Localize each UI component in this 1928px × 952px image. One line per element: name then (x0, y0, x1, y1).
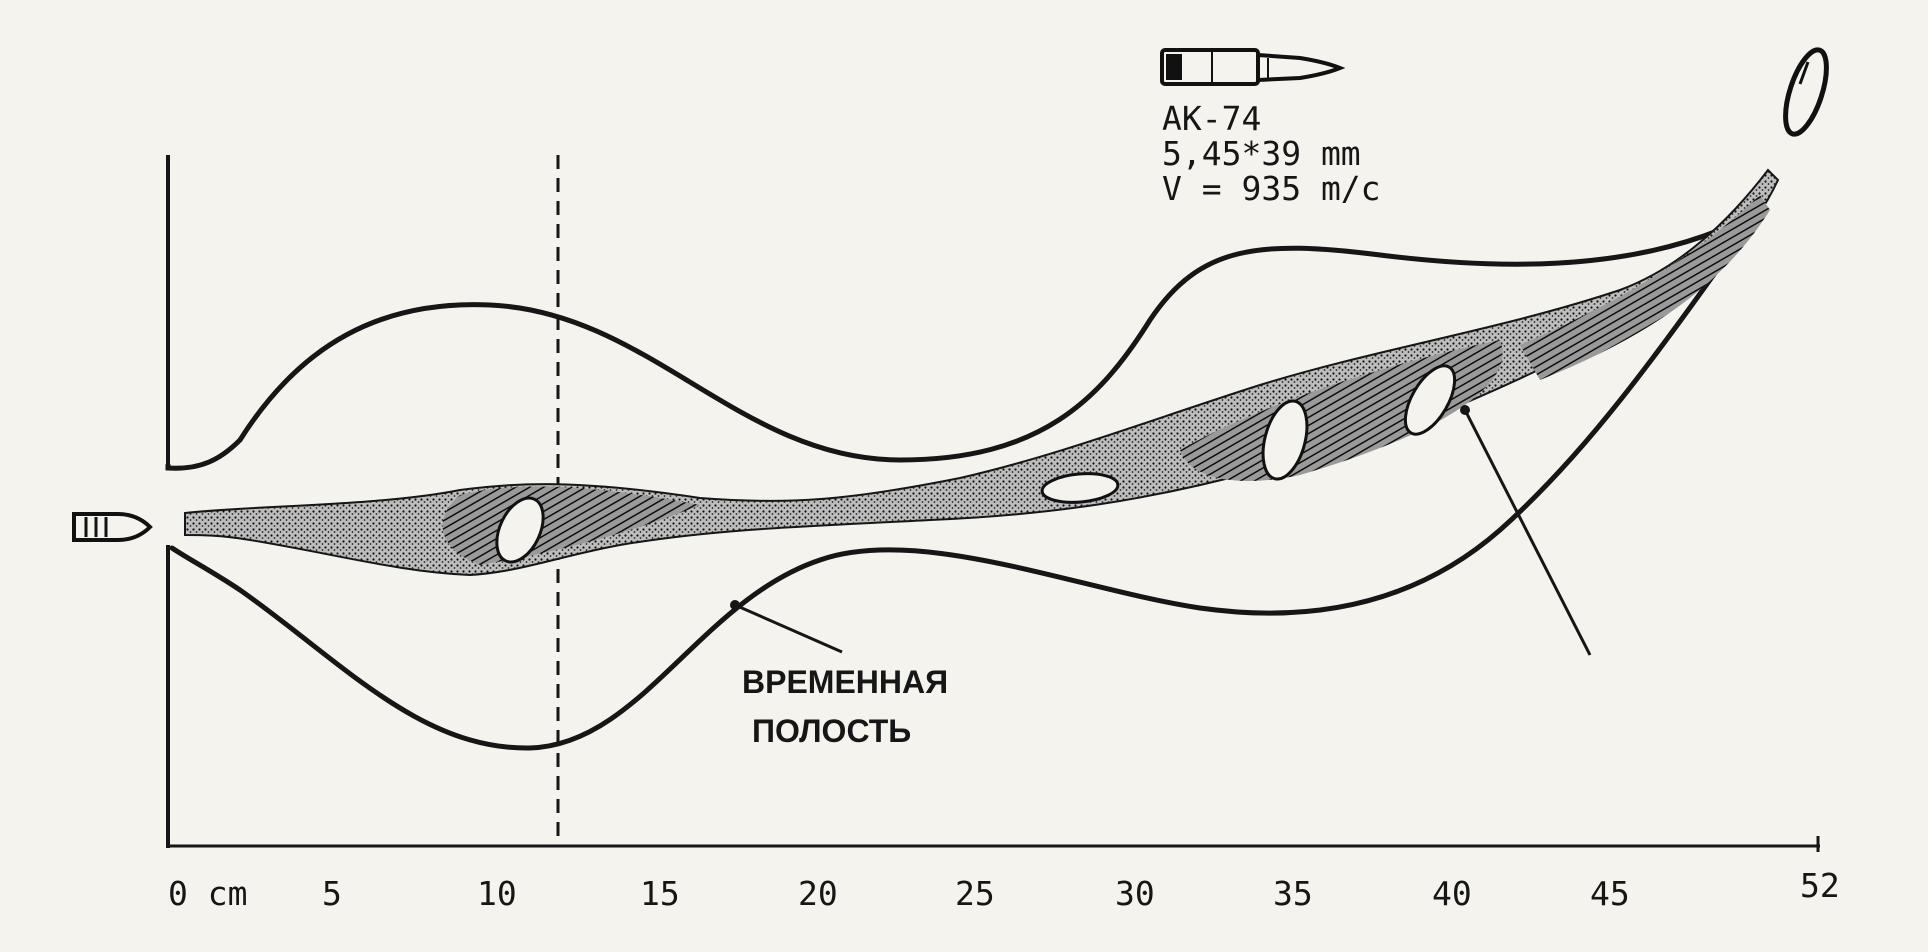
tick-label: 5 (322, 874, 342, 913)
temporary-cavity-lower-outline (169, 207, 1763, 751)
cartridge-info: AK-74 5,45*39 mm V = 935 m/c (1162, 99, 1381, 208)
tick-label: 35 (1273, 874, 1313, 913)
tick-label: 25 (955, 874, 995, 913)
cavity-label-pointer (734, 603, 843, 654)
incoming-bullet-icon (72, 512, 153, 542)
temporary-cavity-upper-outline (165, 227, 1723, 471)
cartridge-icon (1160, 48, 1346, 86)
cartridge-model: AK-74 (1162, 99, 1261, 138)
tick-label: 30 (1115, 874, 1155, 913)
temporary-cavity-label-line2: ПОЛОСТЬ (752, 713, 911, 749)
tick-label: 0 cm (168, 874, 247, 913)
cartridge-caliber: 5,45*39 mm (1162, 134, 1361, 173)
tick-label: 10 (477, 874, 517, 913)
wound-dense-zone-2 (1180, 340, 1503, 482)
temporary-cavity-label: ВРЕМЕННАЯ ПОЛОСТЬ (742, 664, 948, 749)
bullet-velocity: V = 935 m/c (1162, 169, 1381, 208)
temporary-cavity-label-line1: ВРЕМЕННАЯ (742, 664, 948, 700)
tick-label: 40 (1432, 874, 1472, 913)
tumbling-bullet-positions (495, 364, 1457, 564)
axis-tick-labels: 0 cm 5 10 15 20 25 30 35 40 45 52 (168, 866, 1840, 913)
wound-channel-pointer (1463, 409, 1592, 656)
tick-label: 15 (640, 874, 680, 913)
exit-bullet-icon (1783, 47, 1829, 137)
tick-label: 20 (798, 874, 838, 913)
wound-dense-zone-3 (1520, 195, 1770, 380)
tick-label: 52 (1800, 866, 1840, 905)
tick-label: 45 (1590, 874, 1630, 913)
